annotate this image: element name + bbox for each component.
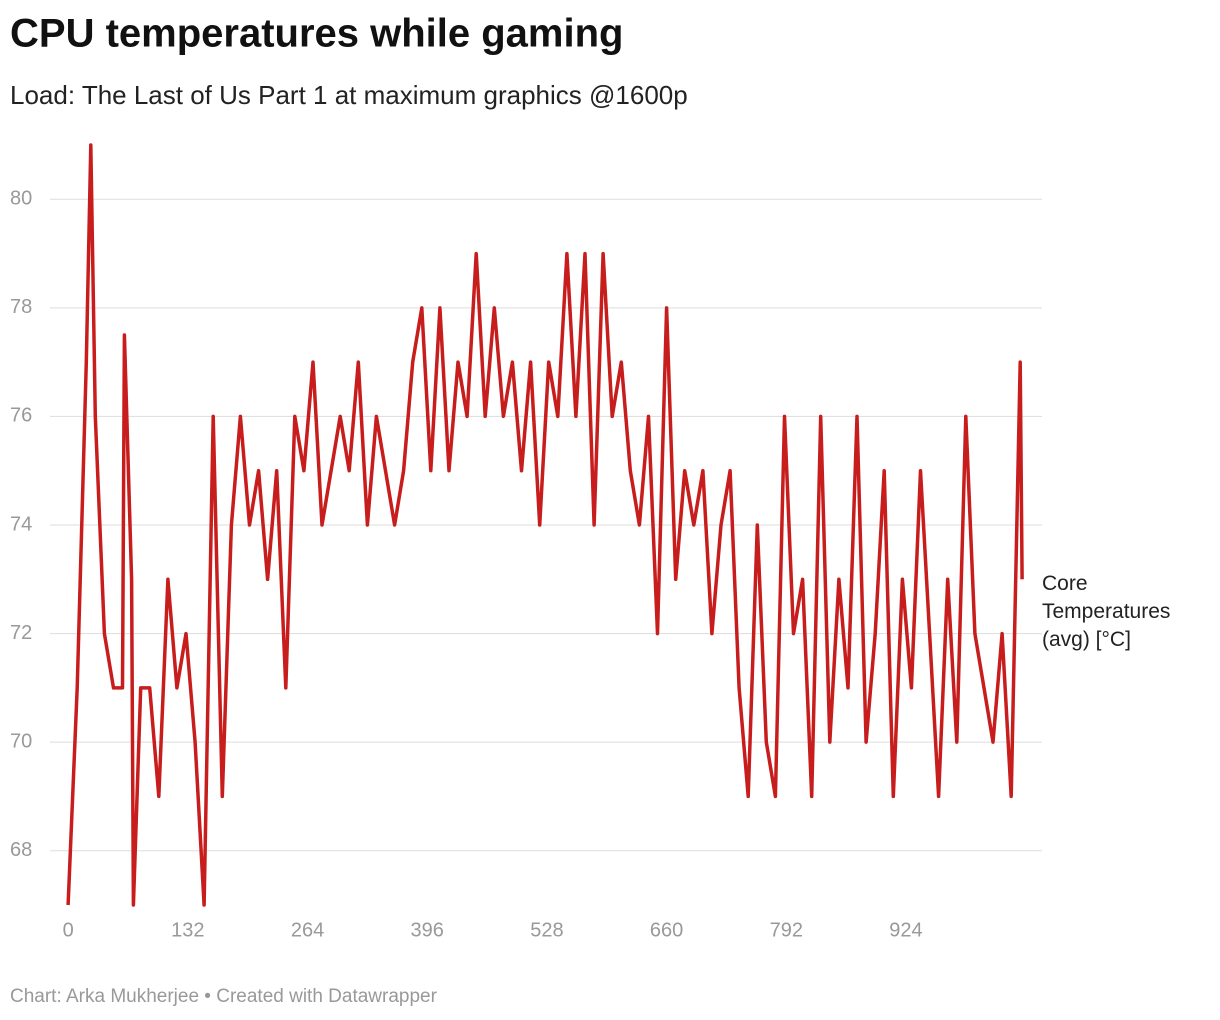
x-tick-label: 396 (411, 919, 444, 941)
y-tick-label: 72 (10, 622, 32, 644)
chart-subtitle: Load: The Last of Us Part 1 at maximum g… (10, 80, 688, 110)
y-tick-label: 74 (10, 513, 32, 535)
x-tick-label: 264 (291, 919, 324, 941)
y-tick-label: 68 (10, 839, 32, 861)
chart-title: CPU temperatures while gaming (10, 12, 623, 56)
series-line (66, 143, 1024, 907)
x-tick-label: 0 (63, 919, 74, 941)
x-tick-label: 132 (171, 919, 204, 941)
x-tick-label: 924 (889, 919, 922, 941)
y-tick-label: 80 (10, 188, 32, 210)
chart-source: Chart: Arka Mukherjee • Created with Dat… (10, 986, 438, 1007)
y-tick-label: 70 (10, 730, 32, 752)
x-tick-label: 528 (530, 919, 563, 941)
y-tick-label: 76 (10, 405, 32, 427)
y-tick-label: 78 (10, 296, 32, 318)
series-label: Core Temperatures (avg) [°C] (1042, 572, 1171, 651)
x-tick-label: 660 (650, 919, 683, 941)
x-tick-label: 792 (770, 919, 803, 941)
